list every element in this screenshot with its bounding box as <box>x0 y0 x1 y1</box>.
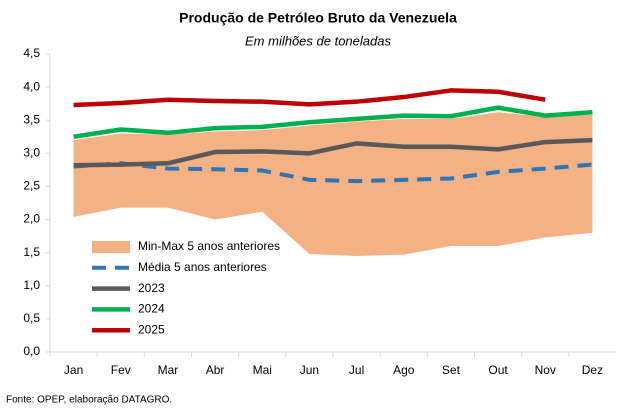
x-tick-label: Mar <box>158 363 179 377</box>
legend-label: 2025 <box>138 322 165 336</box>
chart-subtitle: Em milhões de toneladas <box>245 33 391 48</box>
x-tick-label: Out <box>488 363 508 377</box>
series-line <box>73 105 593 140</box>
x-tick-label: Dez <box>582 363 603 377</box>
legend-label: Média 5 anos anteriores <box>138 260 267 274</box>
y-tick-label: 2,0 <box>23 212 40 226</box>
chart-title: Produção de Petróleo Bruto da Venezuela <box>179 10 457 26</box>
legend-label: Min-Max 5 anos anteriores <box>138 239 280 253</box>
series-line <box>73 161 593 184</box>
y-tick-label: 4,0 <box>23 79 40 93</box>
legend-swatch <box>92 241 130 253</box>
y-tick-label: 0,0 <box>23 344 40 358</box>
x-tick-label: Set <box>442 363 461 377</box>
x-tick-label: Jul <box>349 363 364 377</box>
series-line <box>73 137 593 168</box>
source-note: Fonte: OPEP, elaboração DATAGRO. <box>6 395 172 406</box>
x-tick-label: Abr <box>206 363 225 377</box>
x-tick-label: Jun <box>300 363 319 377</box>
y-tick-label: 3,0 <box>23 146 40 160</box>
y-tick-label: 2,5 <box>23 179 40 193</box>
x-tick-label: Mai <box>253 363 272 377</box>
series-line <box>73 88 546 108</box>
x-tick-label: Fev <box>111 363 131 377</box>
legend-label: 2023 <box>138 281 165 295</box>
x-tick-label: Ago <box>393 363 415 377</box>
y-tick-label: 1,0 <box>23 278 40 292</box>
y-tick-label: 4,5 <box>23 46 40 60</box>
legend-label: 2024 <box>138 302 165 316</box>
x-tick-label: Nov <box>535 363 556 377</box>
y-tick-label: 3,5 <box>23 112 40 126</box>
y-tick-label: 0,5 <box>23 311 40 325</box>
y-tick-label: 1,5 <box>23 245 40 259</box>
x-tick-label: Jan <box>64 363 83 377</box>
